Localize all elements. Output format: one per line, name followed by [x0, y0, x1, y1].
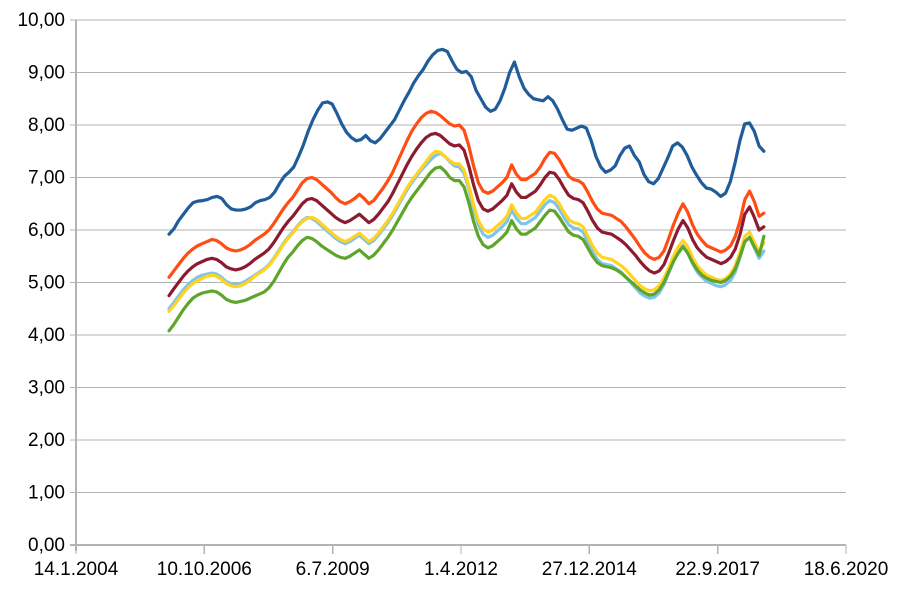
y-axis-label-2: 2,00	[28, 430, 65, 451]
y-axis-label-6: 6,00	[28, 220, 65, 241]
y-axis-label-1: 1,00	[28, 483, 65, 504]
data-line-series-2	[167, 109, 766, 279]
data-line-series-5	[167, 149, 766, 313]
x-axis-label-5: 22.9.2017	[675, 559, 760, 580]
x-axis-label-0: 14.1.2004	[34, 559, 119, 580]
y-axis-labels: 0,00 1,00 2,00 3,00 4,00 5,00 6,00 7,00 8,00 9,00…	[17, 10, 65, 556]
y-axis-label-0: 0,00	[28, 535, 65, 556]
y-axis-label-4: 4,00	[28, 325, 65, 346]
x-axis-tick-marks	[75, 545, 847, 554]
x-axis-label-6: 18.6.2020	[804, 559, 889, 580]
x-axis-label-3: 1.4.2012	[424, 559, 498, 580]
y-axis-label-5: 5,00	[28, 273, 65, 294]
data-line-series-1	[167, 47, 766, 236]
x-axis-label-2: 6.7.2009	[296, 559, 370, 580]
x-axis-label-4: 27.12.2014	[542, 559, 638, 580]
y-axis-label-8: 8,00	[28, 115, 65, 136]
x-axis-labels: 14.1.2004 10.10.2006 6.7.2009 1.4.2012 27.12…	[34, 559, 889, 580]
y-axis-label-10: 10,00	[17, 10, 65, 31]
y-axis-label-3: 3,00	[28, 378, 65, 399]
data-series-layer	[167, 47, 766, 333]
x-axis-label-1: 10.10.2006	[157, 559, 252, 580]
y-axis-label-7: 7,00	[28, 168, 65, 189]
data-line-series-6	[167, 165, 766, 333]
y-axis-label-9: 9,00	[28, 63, 65, 84]
data-line-series-3	[167, 131, 766, 298]
